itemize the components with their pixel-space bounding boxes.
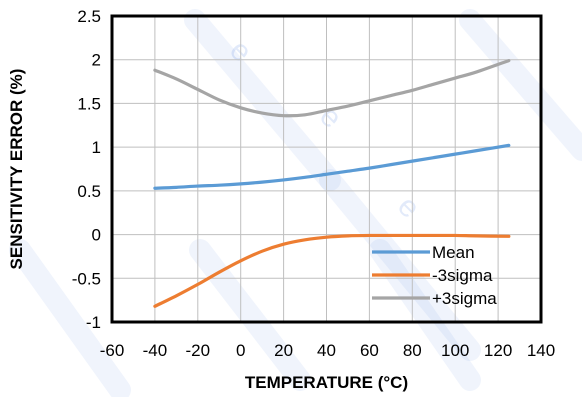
y-tick-label: 1.5 bbox=[77, 94, 101, 113]
x-tick-label: -40 bbox=[143, 341, 168, 360]
legend: Mean -3sigma +3sigma bbox=[372, 243, 497, 308]
tick-label-layer: -60 -40 -20 0 20 40 60 80 100 120 140 -1 -0.5 0 0.5 1 1.… bbox=[72, 7, 555, 360]
y-tick-label: 0.5 bbox=[77, 182, 101, 201]
legend-label: Mean bbox=[432, 243, 475, 262]
x-tick-label: -60 bbox=[100, 341, 125, 360]
y-tick-label: 2.5 bbox=[77, 7, 101, 26]
series-line-mean bbox=[153, 143, 511, 190]
x-tick-label: 40 bbox=[317, 341, 336, 360]
series-line--3sigma bbox=[153, 58, 511, 118]
x-tick-label: 20 bbox=[274, 341, 293, 360]
x-tick-label: 0 bbox=[236, 341, 245, 360]
watermark-stroke bbox=[189, 239, 311, 391]
watermark-stroke bbox=[369, 239, 481, 391]
y-tick-label: 1 bbox=[92, 138, 101, 157]
y-tick-label: 2 bbox=[92, 51, 101, 70]
legend-label: +3sigma bbox=[432, 289, 497, 308]
watermark-stroke bbox=[459, 9, 582, 161]
x-tick-label: 120 bbox=[484, 341, 512, 360]
watermark-letter: e bbox=[391, 190, 426, 225]
watermark-stroke bbox=[9, 239, 131, 401]
x-tick-label: 100 bbox=[441, 341, 469, 360]
watermark-layer: eee bbox=[9, 9, 582, 401]
legend-label: -3sigma bbox=[432, 266, 493, 285]
watermark-letter: e bbox=[313, 100, 348, 135]
x-tick-label: 140 bbox=[527, 341, 555, 360]
y-tick-label: -0.5 bbox=[72, 269, 101, 288]
x-tick-label: -20 bbox=[186, 341, 211, 360]
x-tick-label: 60 bbox=[360, 341, 379, 360]
y-axis-title: SENSITIVITY ERROR (%) bbox=[7, 69, 26, 270]
y-tick-label: 0 bbox=[92, 226, 101, 245]
x-tick-label: 80 bbox=[403, 341, 422, 360]
y-tick-label: -1 bbox=[86, 313, 101, 332]
series-layer bbox=[153, 58, 511, 308]
series-line--3sigma bbox=[153, 233, 511, 308]
plot-frame bbox=[110, 14, 543, 324]
grid-layer bbox=[112, 16, 541, 322]
watermark-stroke bbox=[184, 9, 341, 191]
x-axis-title: TEMPERATURE (°C) bbox=[245, 373, 408, 392]
